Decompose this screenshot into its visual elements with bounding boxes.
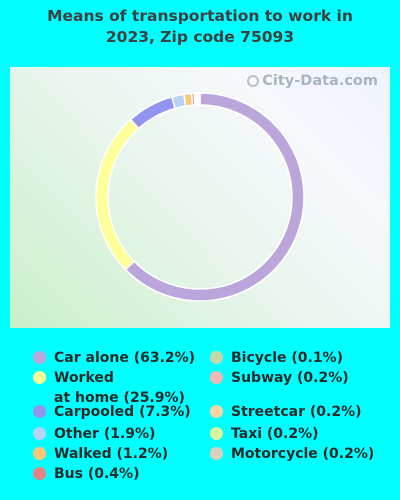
magnifier-icon [247, 75, 260, 87]
plot-area: City-Data.com [10, 67, 390, 328]
donut-slice-0 [124, 92, 305, 302]
legend-label: Car alone (63.2%) [54, 348, 195, 368]
legend-label-line: Other (1.9%) [54, 426, 156, 442]
legend-label-line: Subway (0.2%) [231, 370, 349, 386]
legend-label-line: Taxi (0.2%) [231, 426, 319, 442]
legend-item: Car alone (63.2%) [33, 348, 195, 368]
legend-label: Walked (1.2%) [54, 444, 168, 464]
legend-item: Worked at home (25.9%) [33, 368, 185, 408]
chart-title-line-2: 2023, Zip code 75093 [105, 28, 295, 46]
legend: Car alone (63.2%) Worked at home (25.9%) Ca… [0, 340, 400, 490]
legend-swatch [33, 447, 46, 460]
legend-label-line: Walked (1.2%) [54, 446, 169, 462]
legend-label-line: Bus (0.4%) [54, 466, 140, 482]
donut-slice-1 [95, 118, 140, 271]
legend-label: Carpooled (7.3%) [54, 402, 191, 422]
legend-label-line: Carpooled (7.3%) [54, 404, 191, 420]
legend-item: Bus (0.4%) [33, 464, 139, 484]
legend-item: Streetcar (0.2%) [210, 402, 362, 422]
legend-label-line: Worked [54, 370, 114, 386]
legend-label: Bicycle (0.1%) [231, 348, 343, 368]
legend-item: Bicycle (0.1%) [210, 348, 343, 368]
legend-swatch [210, 427, 223, 440]
legend-label: Streetcar (0.2%) [231, 402, 362, 422]
legend-swatch [210, 405, 223, 418]
legend-item: Motorcycle (0.2%) [210, 444, 374, 464]
legend-swatch [33, 371, 46, 384]
legend-label-line: Car alone (63.2%) [54, 350, 196, 366]
chart-title: Means of transportation to work in 2023,… [0, 6, 400, 48]
legend-swatch [33, 427, 46, 440]
legend-label: Motorcycle (0.2%) [231, 444, 374, 464]
legend-label: Other (1.9%) [54, 424, 155, 444]
legend-label: Taxi (0.2%) [231, 424, 319, 444]
watermark: City-Data.com [247, 73, 378, 89]
legend-swatch [33, 405, 46, 418]
legend-label-line: Streetcar (0.2%) [231, 404, 362, 420]
legend-swatch [33, 351, 46, 364]
chart-title-line-1: Means of transportation to work in [47, 7, 353, 25]
legend-item: Taxi (0.2%) [210, 424, 319, 444]
legend-label: Subway (0.2%) [231, 368, 349, 388]
legend-label-line: at home (25.9%) [54, 390, 185, 406]
legend-swatch [210, 447, 223, 460]
legend-item: Carpooled (7.3%) [33, 402, 191, 422]
legend-item: Other (1.9%) [33, 424, 155, 444]
legend-label-line: Bicycle (0.1%) [231, 350, 343, 366]
donut-slice-10 [197, 92, 201, 106]
donut-slice-2 [129, 95, 177, 130]
watermark-text: City-Data.com [262, 73, 378, 89]
legend-item: Subway (0.2%) [210, 368, 349, 388]
legend-label-line: Motorcycle (0.2%) [231, 446, 375, 462]
legend-item: Walked (1.2%) [33, 444, 168, 464]
legend-swatch [33, 467, 46, 480]
legend-label: Worked at home (25.9%) [54, 368, 185, 408]
legend-label: Bus (0.4%) [54, 464, 139, 484]
legend-swatch [210, 351, 223, 364]
legend-swatch [210, 371, 223, 384]
